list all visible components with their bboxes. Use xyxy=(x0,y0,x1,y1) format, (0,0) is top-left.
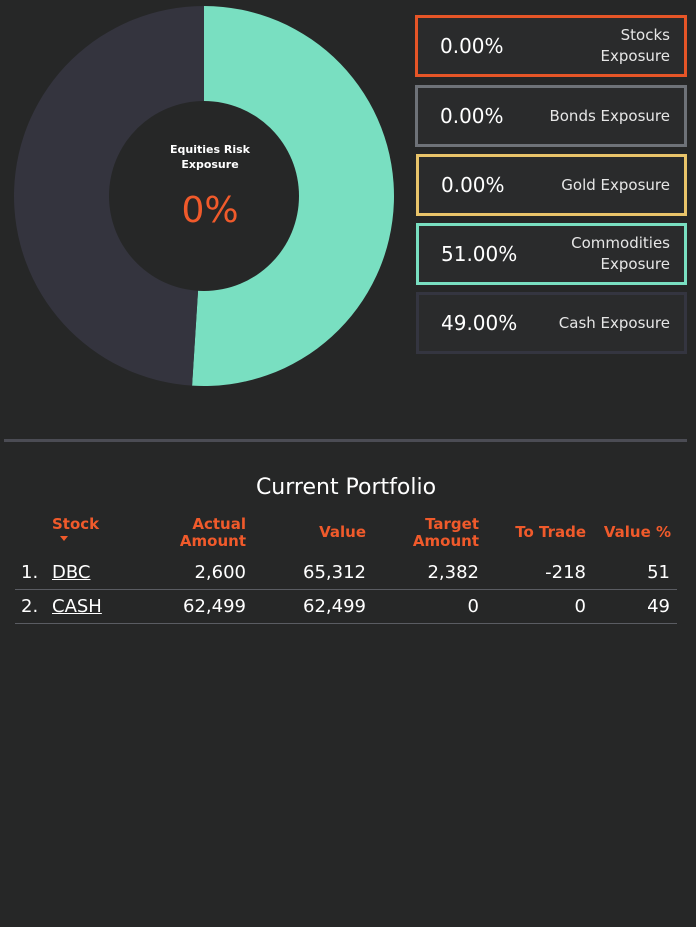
header-to-trade[interactable]: To Trade xyxy=(515,523,586,541)
table-row: 2. CASH 62,499 62,499 0 0 49 xyxy=(15,590,677,624)
commodities-exposure-label: Commodities Exposure xyxy=(571,234,670,273)
cell-actual-amount: 2,600 xyxy=(194,562,246,583)
sort-descending-icon[interactable] xyxy=(60,536,68,541)
row-index: 2. xyxy=(21,596,39,617)
cell-value-pct: 51 xyxy=(647,562,670,583)
stocks-exposure-card: 0.00% Stocks Exposure xyxy=(415,15,687,77)
row-index: 1. xyxy=(21,562,39,583)
row-separator xyxy=(15,589,677,590)
donut-segment-cash[interactable] xyxy=(13,6,205,386)
stocks-exposure-value: 0.00% xyxy=(440,34,504,58)
cell-to-trade: 0 xyxy=(574,596,586,617)
portfolio-title: Current Portfolio xyxy=(255,475,437,500)
commodities-exposure-value: 51.00% xyxy=(441,242,518,266)
cell-target-amount: 0 xyxy=(467,596,479,617)
header-value[interactable]: Value xyxy=(319,523,366,541)
cell-value-pct: 49 xyxy=(647,596,670,617)
cash-exposure-label: Cash Exposure xyxy=(558,313,670,332)
header-target-amount[interactable]: Target Amount xyxy=(412,515,479,550)
gold-exposure-value: 0.00% xyxy=(441,173,505,197)
header-value-pct[interactable]: Value % xyxy=(603,523,671,541)
commodities-exposure-card: 51.00% Commodities Exposure xyxy=(416,223,687,285)
cell-value: 65,312 xyxy=(303,562,366,583)
cell-target-amount: 2,382 xyxy=(427,562,479,583)
gold-exposure-label: Gold Exposure xyxy=(561,175,670,194)
donut-hole xyxy=(109,101,299,291)
equities-donut-chart xyxy=(13,6,394,386)
donut-center-title: Equities Risk Exposure xyxy=(170,143,250,171)
stocks-exposure-label: Stocks Exposure xyxy=(600,26,670,65)
cell-to-trade: -218 xyxy=(545,562,586,583)
stock-link-cash[interactable]: CASH xyxy=(52,596,102,617)
header-actual-amount[interactable]: Actual Amount xyxy=(179,515,246,550)
cash-exposure-card: 49.00% Cash Exposure xyxy=(416,292,687,354)
header-stock[interactable]: Stock xyxy=(52,515,100,533)
row-separator xyxy=(15,623,677,624)
cell-value: 62,499 xyxy=(303,596,366,617)
cell-actual-amount: 62,499 xyxy=(183,596,246,617)
table-row: 1. DBC 2,600 65,312 2,382 -218 51 xyxy=(15,556,677,590)
cash-exposure-value: 49.00% xyxy=(441,311,518,335)
bonds-exposure-label: Bonds Exposure xyxy=(549,106,670,125)
section-divider xyxy=(4,439,687,442)
bonds-exposure-value: 0.00% xyxy=(440,104,504,128)
bonds-exposure-card: 0.00% Bonds Exposure xyxy=(415,85,687,147)
gold-exposure-card: 0.00% Gold Exposure xyxy=(416,154,687,216)
donut-center-value: 0% xyxy=(181,190,239,231)
stock-link-dbc[interactable]: DBC xyxy=(52,562,91,583)
